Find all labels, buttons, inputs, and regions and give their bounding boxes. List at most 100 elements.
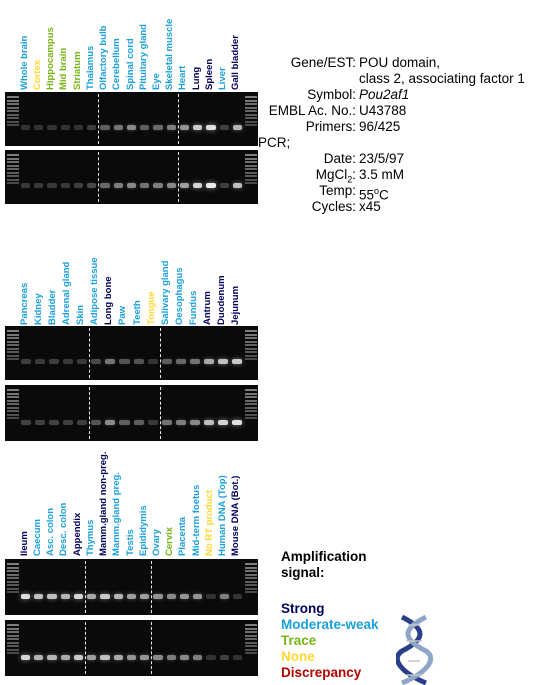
gel-image-top xyxy=(5,326,258,380)
gel-band xyxy=(113,655,123,660)
lane-label: Eye xyxy=(150,73,162,90)
gel-band xyxy=(113,125,123,130)
lane-divider xyxy=(85,561,87,613)
gel-band xyxy=(35,359,46,364)
gel-band xyxy=(219,183,229,188)
ladder-band xyxy=(7,566,19,569)
ladder-band xyxy=(245,648,257,651)
lane-label: Appendix xyxy=(71,512,83,556)
gel-image-bottom xyxy=(5,385,258,441)
lane-label: Testis xyxy=(124,529,136,556)
lane-label: Human DNA (Top) xyxy=(217,475,229,556)
gel-band xyxy=(206,594,216,599)
gene-info-row: PCR; xyxy=(258,135,553,151)
gel-band xyxy=(34,183,44,188)
info-key: Cycles: xyxy=(311,199,356,214)
ladder-band xyxy=(245,344,257,346)
gel-image-bottom xyxy=(5,150,258,204)
gel-band xyxy=(133,420,144,425)
gel-band xyxy=(126,594,137,599)
ladder-band xyxy=(7,171,19,174)
lane-label: Jejunum xyxy=(229,285,241,325)
ladder-band xyxy=(7,563,19,565)
lane-label: Cortex xyxy=(31,59,43,90)
lane-label: Lung xyxy=(190,66,202,90)
gel-band xyxy=(140,183,150,188)
gel-band xyxy=(21,359,32,364)
ladder-band xyxy=(7,358,19,360)
lane-label: Spleen xyxy=(203,58,215,90)
lane-label: Skin xyxy=(75,304,87,325)
lane-divider xyxy=(151,561,153,613)
ladder-band xyxy=(245,417,257,419)
gel-band xyxy=(47,125,57,130)
lane-label: Cerebellum xyxy=(111,38,123,90)
gel-band xyxy=(193,125,203,130)
ladder-band xyxy=(245,389,257,391)
gel-band xyxy=(21,594,31,599)
ladder-band xyxy=(245,631,257,633)
lane-label: Pancreas xyxy=(19,282,31,325)
lane-label: Long bone xyxy=(103,276,115,325)
lane-label: Kidney xyxy=(33,293,45,325)
ladder-band xyxy=(245,171,257,174)
gene-info-row: Temp: 55oC xyxy=(258,183,553,203)
ladder-band xyxy=(7,399,19,402)
ladder-band xyxy=(245,410,257,412)
lane-label: Ovary xyxy=(150,529,162,556)
ladder-band xyxy=(245,406,257,409)
ladder-band xyxy=(245,340,257,343)
gel-band xyxy=(232,655,242,660)
gel-band xyxy=(60,594,70,599)
gel-band xyxy=(219,125,229,130)
ladder-band xyxy=(7,120,19,123)
ladder-band xyxy=(245,110,257,112)
lane-label: Mid-term foetus xyxy=(190,484,202,556)
ladder-band xyxy=(7,580,19,583)
ladder-band xyxy=(245,399,257,402)
ladder-band xyxy=(7,389,19,391)
ladder-band xyxy=(245,358,257,360)
info-key: Primers: xyxy=(305,119,356,134)
ladder-band xyxy=(7,340,19,343)
ladder-band xyxy=(245,396,257,398)
gel-image-bottom xyxy=(5,620,258,676)
gel-band xyxy=(189,359,200,364)
gel-band xyxy=(161,359,172,364)
gel-band xyxy=(153,594,163,599)
ladder-band xyxy=(245,175,257,177)
gel-band xyxy=(193,655,203,660)
ladder-band xyxy=(245,634,257,637)
ladder-band xyxy=(245,168,257,170)
lane-label: Mamm.gland non-preg. xyxy=(98,451,110,557)
gel-band xyxy=(87,125,97,130)
gene-info-row: Gene/EST: POU domain, xyxy=(258,55,553,71)
gel-band xyxy=(113,594,123,599)
gel-panel-organ-tissues: Pancreas Kidney Bladder Adrenal gland Skin Ad… xyxy=(5,257,258,442)
gel-band xyxy=(73,125,84,130)
gel-band xyxy=(49,359,60,364)
ladder-band xyxy=(7,333,19,336)
lane-label: Spinal cord xyxy=(124,38,136,90)
lane-divider xyxy=(159,328,161,378)
gel-band xyxy=(105,359,116,364)
gel-band xyxy=(232,125,242,130)
ladder-band xyxy=(7,577,19,579)
lane-label: Pituitary gland xyxy=(137,24,149,90)
ladder-band xyxy=(245,96,257,98)
ladder-band xyxy=(7,627,19,630)
ladder-band xyxy=(7,570,19,572)
info-value: class 2, associating factor 1 xyxy=(359,71,525,86)
gel-band xyxy=(60,125,70,130)
ladder-band xyxy=(245,573,257,576)
lane-divider xyxy=(89,328,91,378)
gel-band xyxy=(60,183,70,188)
ladder-band xyxy=(7,164,19,167)
ladder-band xyxy=(245,337,257,339)
gel-image-top xyxy=(5,92,258,146)
gel-band xyxy=(166,655,176,660)
gel-band xyxy=(206,183,216,188)
gel-band xyxy=(166,183,176,188)
gel-band xyxy=(21,420,32,425)
ladder-band xyxy=(7,117,19,119)
